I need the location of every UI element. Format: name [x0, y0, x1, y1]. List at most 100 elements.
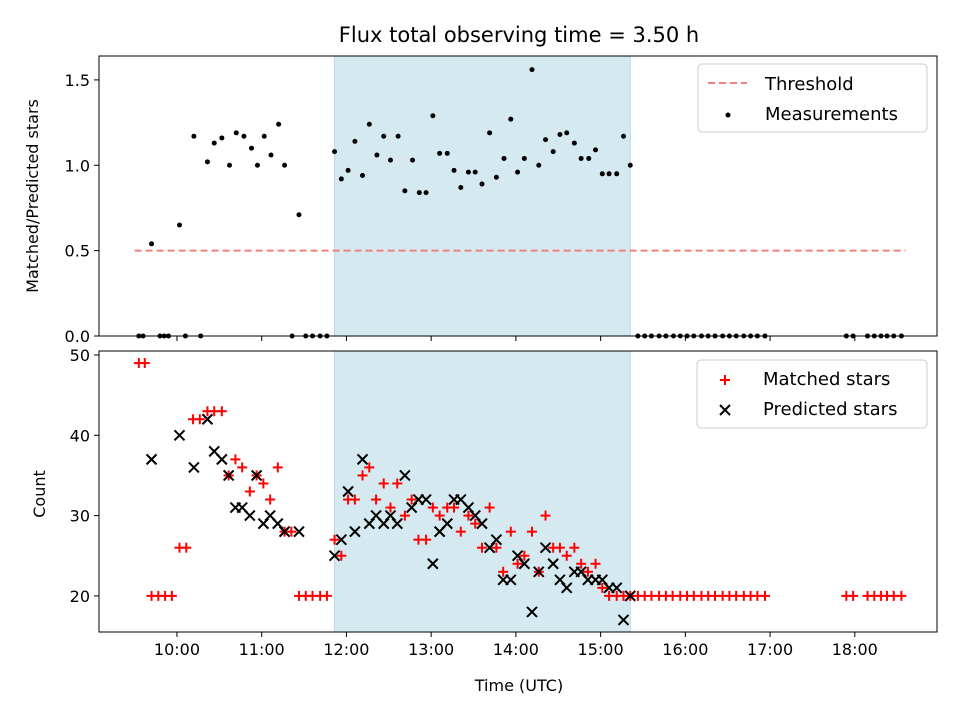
bottom-panel-shaded-span	[334, 350, 631, 633]
top-panel-y-label: Matched/Predicted stars	[23, 99, 42, 293]
measurement-point	[578, 155, 584, 161]
measurement-point	[360, 173, 366, 179]
predicted-star-marker	[335, 533, 348, 546]
predicted-star-marker	[561, 582, 573, 594]
y-tick-label: 30	[70, 507, 90, 526]
measurement-point	[374, 152, 380, 158]
bottom-panel-y-label: Count	[30, 470, 49, 518]
measurement-point	[543, 137, 549, 143]
matched-star-marker	[505, 526, 516, 537]
y-tick-label: 1.0	[65, 156, 90, 175]
measurement-point	[564, 130, 570, 136]
y-tick-label: 0.0	[65, 327, 90, 346]
predicted-star-marker	[611, 582, 623, 594]
y-tick-label: 40	[70, 426, 90, 445]
measurement-point	[338, 176, 344, 182]
predicted-star-marker	[420, 493, 432, 506]
measurement-point	[472, 169, 478, 175]
matched-star-marker	[329, 534, 340, 545]
predicted-star-marker	[173, 429, 186, 442]
matched-star-marker	[540, 510, 551, 521]
measurement-point	[444, 150, 450, 156]
measurement-point	[149, 241, 155, 247]
measurement-point	[493, 174, 499, 180]
measurement-point	[479, 181, 485, 187]
measurement-point	[614, 171, 620, 177]
matched-star-marker	[449, 502, 460, 513]
predicted-star-marker	[427, 558, 439, 570]
bottom-panel-legend: Matched stars Predicted stars	[696, 359, 928, 429]
matched-star-marker	[166, 590, 177, 601]
x-tick-label: 16:00	[662, 640, 708, 659]
legend-measurements-label: Measurements	[765, 104, 898, 125]
predicted-star-marker	[547, 558, 559, 570]
matched-star-marker	[181, 542, 192, 553]
bottom-panel-matched-stars	[133, 358, 907, 601]
matched-star-marker	[371, 494, 382, 505]
predicted-star-marker	[293, 525, 305, 538]
bottom-panel-y-ticks: 20 30 40 50	[70, 346, 99, 606]
measurement-point	[515, 169, 521, 175]
bottom-legend-box	[696, 359, 928, 429]
measurement-point	[176, 222, 182, 228]
measurement-point	[268, 152, 274, 158]
measurement-point	[599, 171, 605, 177]
predicted-star-marker	[518, 558, 531, 570]
matched-star-marker	[896, 590, 907, 601]
matched-star-marker	[258, 478, 269, 489]
matched-star-marker	[265, 494, 276, 505]
measurement-point	[458, 184, 464, 190]
matched-star-marker	[848, 590, 859, 601]
measurement-point	[204, 159, 210, 165]
legend-matched-label: Matched stars	[763, 369, 890, 390]
matched-star-marker	[519, 550, 530, 561]
top-legend-box	[697, 63, 928, 133]
top-panel: 0.0 0.5 1.0 1.5 Matched/Predicted stars Thr…	[23, 55, 938, 346]
matched-star-marker	[434, 510, 445, 521]
measurement-point	[437, 150, 443, 156]
legend-predicted-swatch	[719, 404, 731, 416]
predicted-star-marker	[250, 469, 263, 482]
matched-star-marker	[194, 414, 205, 425]
matched-star-marker	[139, 358, 150, 369]
matched-star-marker	[484, 502, 495, 513]
predicted-star-marker	[539, 541, 552, 554]
chart-title: Flux total observing time = 3.50 h	[339, 23, 699, 47]
predicted-star-marker	[490, 533, 503, 546]
matched-star-marker	[364, 462, 375, 473]
measurement-point	[261, 133, 267, 139]
measurement-point	[423, 190, 429, 196]
measurement-point	[430, 113, 436, 119]
matched-star-marker	[470, 518, 481, 529]
top-panel-frame	[98, 55, 938, 337]
bottom-panel: 10:00 11:00 12:00 13:00 14:00 15:00 16:00 17:00…	[30, 346, 938, 695]
predicted-star-marker	[349, 525, 361, 538]
measurement-point	[254, 162, 260, 168]
measurement-point	[550, 149, 556, 155]
predicted-star-marker	[533, 566, 545, 578]
measurement-point	[508, 116, 514, 122]
measurement-point	[620, 133, 626, 139]
x-tick-label: 14:00	[493, 640, 539, 659]
top-panel-legend: Threshold Measurements	[697, 63, 928, 133]
measurement-point	[226, 162, 232, 168]
measurement-point	[211, 140, 217, 146]
predicted-star-marker	[201, 413, 214, 425]
measurement-point	[233, 130, 239, 136]
predicted-star-marker	[328, 550, 341, 562]
matched-star-marker	[357, 470, 368, 481]
matched-star-marker	[491, 542, 502, 553]
measurement-point	[395, 133, 401, 139]
matched-star-marker	[244, 486, 255, 497]
matched-star-marker	[378, 478, 389, 489]
legend-matched-swatch	[720, 375, 730, 385]
measurement-point	[521, 155, 527, 161]
matched-star-marker	[476, 542, 487, 553]
x-tick-label: 13:00	[408, 640, 454, 659]
measurement-point	[387, 157, 393, 163]
measurement-point	[332, 149, 338, 155]
matched-star-marker	[427, 502, 438, 513]
predicted-star-marker	[188, 461, 200, 474]
top-panel-y-ticks: 0.0 0.5 1.0 1.5	[65, 71, 99, 346]
x-tick-label: 11:00	[239, 640, 285, 659]
